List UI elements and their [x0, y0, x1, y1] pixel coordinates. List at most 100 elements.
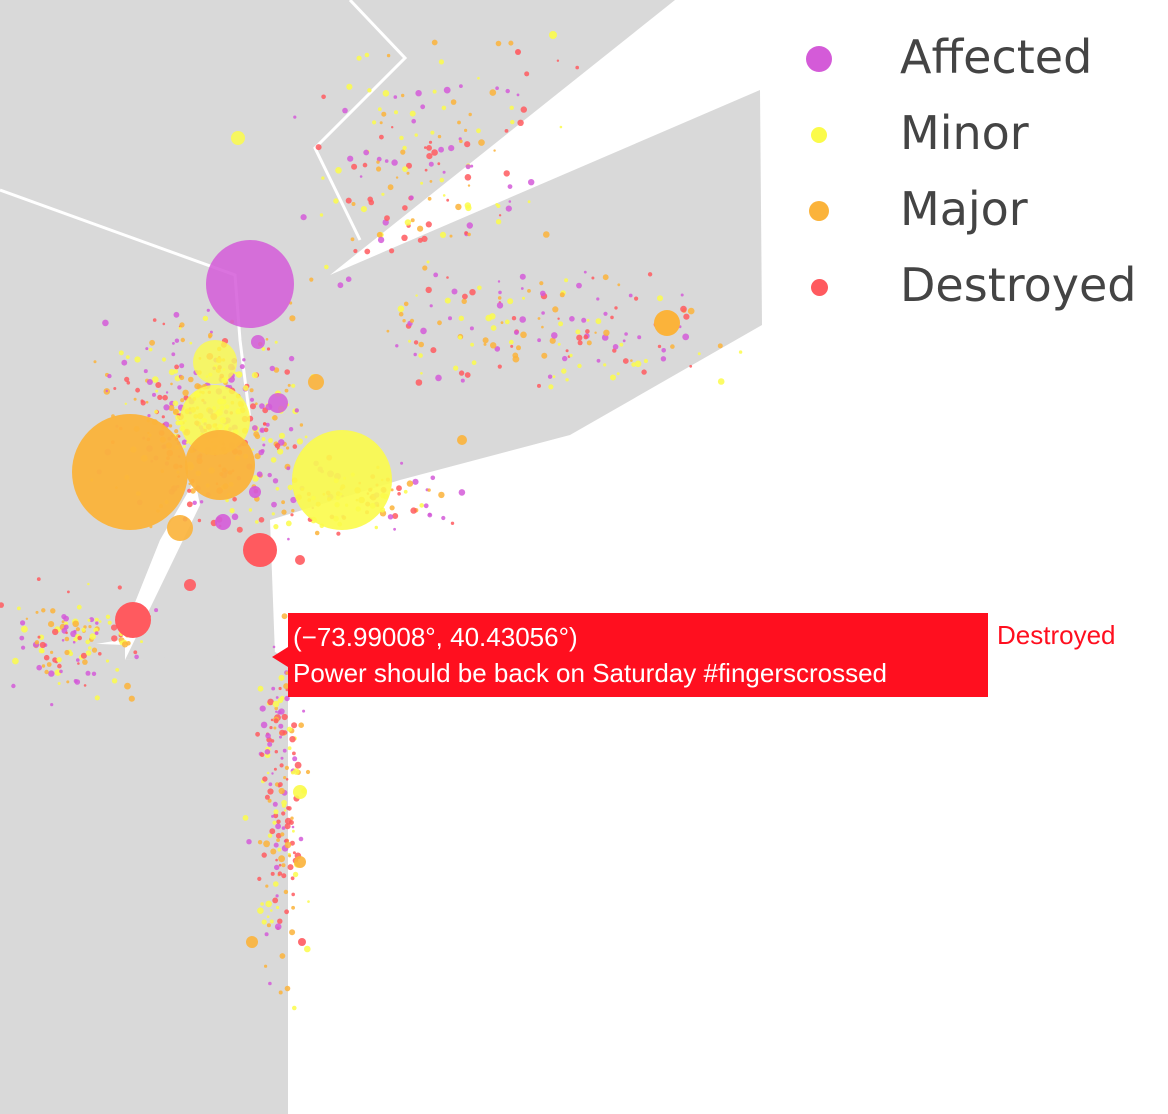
marker-minor[interactable]	[419, 503, 425, 508]
marker-affected[interactable]	[63, 615, 69, 622]
marker-minor[interactable]	[273, 809, 279, 815]
marker-destroyed[interactable]	[155, 382, 162, 388]
marker-minor[interactable]	[107, 620, 112, 625]
marker-destroyed[interactable]	[162, 322, 166, 326]
marker-major[interactable]	[489, 89, 497, 96]
marker-destroyed[interactable]	[232, 497, 237, 502]
marker-affected[interactable]	[302, 709, 306, 713]
marker-affected[interactable]	[206, 240, 294, 328]
marker-destroyed[interactable]	[294, 761, 302, 769]
marker-destroyed[interactable]	[430, 347, 437, 354]
marker-affected[interactable]	[345, 276, 352, 283]
marker-minor[interactable]	[56, 657, 62, 663]
marker-destroyed[interactable]	[504, 129, 509, 133]
marker-major[interactable]	[464, 128, 468, 132]
marker-major[interactable]	[254, 402, 258, 406]
marker-destroyed[interactable]	[275, 858, 278, 862]
marker-major[interactable]	[417, 225, 424, 232]
marker-affected[interactable]	[496, 302, 504, 309]
marker-affected[interactable]	[265, 422, 270, 427]
marker-minor[interactable]	[496, 204, 501, 208]
marker-minor[interactable]	[154, 409, 159, 414]
marker-minor[interactable]	[333, 198, 339, 204]
marker-minor[interactable]	[569, 353, 573, 358]
marker-destroyed[interactable]	[503, 170, 510, 177]
marker-destroyed[interactable]	[634, 296, 639, 301]
marker-major[interactable]	[387, 184, 394, 191]
marker-minor[interactable]	[631, 362, 636, 367]
marker-affected[interactable]	[284, 695, 290, 702]
marker-affected[interactable]	[294, 408, 299, 413]
marker-major[interactable]	[438, 491, 445, 499]
marker-major[interactable]	[128, 695, 135, 702]
marker-major[interactable]	[185, 430, 255, 500]
marker-major[interactable]	[66, 680, 70, 684]
marker-major[interactable]	[478, 139, 485, 146]
marker-minor[interactable]	[257, 907, 264, 914]
marker-major[interactable]	[25, 617, 29, 620]
marker-major[interactable]	[617, 283, 621, 287]
marker-minor[interactable]	[172, 400, 179, 407]
marker-affected[interactable]	[278, 723, 284, 729]
marker-affected[interactable]	[337, 282, 344, 289]
marker-minor[interactable]	[269, 919, 274, 924]
marker-minor[interactable]	[404, 219, 412, 226]
marker-minor[interactable]	[426, 260, 430, 264]
marker-minor[interactable]	[485, 314, 493, 322]
marker-affected[interactable]	[287, 537, 290, 541]
marker-affected[interactable]	[384, 159, 389, 163]
marker-destroyed[interactable]	[291, 892, 296, 897]
marker-major[interactable]	[490, 342, 497, 349]
marker-destroyed[interactable]	[353, 248, 358, 254]
marker-major[interactable]	[257, 840, 263, 845]
marker-minor[interactable]	[697, 352, 701, 356]
marker-destroyed[interactable]	[157, 394, 163, 400]
marker-minor[interactable]	[470, 342, 474, 347]
marker-destroyed[interactable]	[135, 387, 141, 393]
marker-minor[interactable]	[168, 369, 175, 376]
marker-minor[interactable]	[94, 617, 99, 622]
marker-major[interactable]	[483, 342, 487, 346]
marker-major[interactable]	[670, 344, 675, 349]
marker-affected[interactable]	[154, 608, 159, 613]
marker-minor[interactable]	[152, 376, 159, 383]
marker-major[interactable]	[288, 854, 292, 858]
marker-major[interactable]	[46, 662, 52, 667]
marker-major[interactable]	[381, 111, 387, 117]
marker-minor[interactable]	[118, 350, 124, 356]
marker-minor[interactable]	[68, 651, 74, 657]
marker-major[interactable]	[180, 398, 185, 403]
marker-major[interactable]	[281, 509, 287, 515]
marker-affected[interactable]	[298, 836, 304, 842]
marker-major[interactable]	[263, 840, 270, 848]
marker-affected[interactable]	[505, 205, 512, 212]
marker-minor[interactable]	[261, 347, 266, 351]
marker-minor[interactable]	[367, 88, 372, 93]
marker-major[interactable]	[273, 367, 280, 373]
marker-minor[interactable]	[175, 415, 181, 421]
marker-destroyed[interactable]	[37, 635, 41, 639]
marker-destroyed[interactable]	[43, 654, 50, 661]
marker-major[interactable]	[482, 337, 489, 344]
marker-major[interactable]	[309, 277, 314, 282]
marker-minor[interactable]	[595, 318, 602, 325]
marker-minor[interactable]	[243, 385, 249, 391]
marker-destroyed[interactable]	[98, 652, 102, 656]
marker-major[interactable]	[249, 388, 254, 393]
marker-major[interactable]	[279, 953, 286, 959]
marker-affected[interactable]	[145, 347, 149, 351]
marker-destroyed[interactable]	[277, 918, 283, 924]
marker-destroyed[interactable]	[295, 555, 305, 565]
marker-destroyed[interactable]	[450, 521, 455, 525]
marker-minor[interactable]	[105, 659, 110, 663]
marker-minor[interactable]	[382, 90, 390, 97]
marker-destroyed[interactable]	[464, 231, 468, 235]
marker-minor[interactable]	[275, 487, 280, 491]
marker-major[interactable]	[497, 296, 502, 300]
marker-minor[interactable]	[272, 820, 277, 825]
marker-destroyed[interactable]	[36, 577, 41, 581]
marker-major[interactable]	[402, 319, 406, 323]
marker-destroyed[interactable]	[431, 149, 438, 156]
marker-destroyed[interactable]	[321, 94, 326, 100]
marker-affected[interactable]	[76, 658, 80, 662]
